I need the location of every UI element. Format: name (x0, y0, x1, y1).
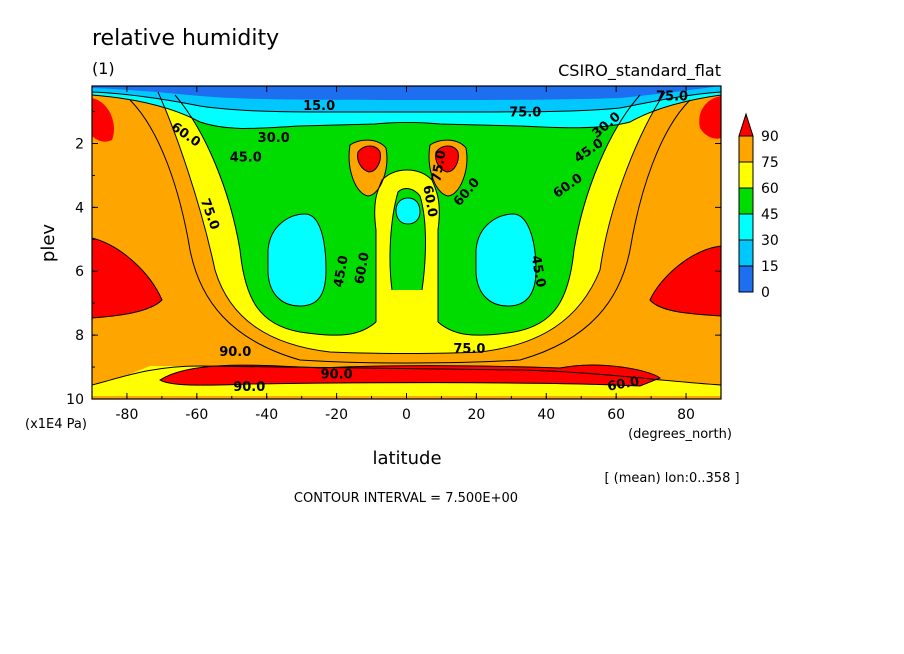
y-tick-label: 4 (75, 200, 84, 216)
colorbar-swatch (738, 135, 754, 163)
colorbar-label: 75 (761, 155, 779, 171)
x-axis-label: latitude (372, 448, 441, 469)
averaging-note: [ (mean) lon:0..358 ] (604, 471, 739, 486)
x-tick-label: -40 (255, 407, 278, 423)
y-tick-label: 2 (75, 136, 84, 152)
contour-label: 45.0 (230, 150, 262, 165)
colorbar-label: 60 (761, 181, 779, 197)
y-axis-label: plev (38, 224, 59, 263)
y-axis: 2 4 6 8 10 (66, 111, 721, 408)
contour-label: 75.0 (429, 149, 449, 183)
y-tick-label: 8 (75, 328, 84, 344)
colorbar-label: 15 (761, 259, 779, 275)
y-tick-label: 10 (66, 392, 84, 408)
chart-subtitle: (1) (92, 59, 115, 78)
heatmap-field (92, 86, 721, 399)
contour-label: 90.0 (321, 367, 353, 382)
x-tick-label: -60 (185, 407, 208, 423)
colorbar-swatch (738, 161, 754, 189)
colorbar-swatch (738, 213, 754, 241)
contour-label: 75.0 (656, 90, 688, 105)
contour-label: 60.0 (352, 251, 372, 285)
contour-interval-note: CONTOUR INTERVAL = 7.500E+00 (294, 491, 518, 506)
y-axis-units: (x1E4 Pa) (25, 417, 87, 432)
chart-title: relative humidity (92, 26, 279, 51)
contour-label: 90.0 (219, 345, 251, 360)
colorbar-overflow-triangle (738, 112, 754, 137)
contour-label: 15.0 (303, 99, 335, 114)
contour-label: 75.0 (509, 106, 541, 121)
colorbar-legend: 0 15 30 45 60 75 90 (738, 112, 779, 301)
x-tick-label: 40 (537, 407, 555, 423)
contour-label: 30.0 (258, 131, 290, 146)
contour-label: 60.0 (419, 184, 439, 218)
x-tick-label: -80 (116, 407, 139, 423)
x-tick-label: 0 (402, 407, 411, 423)
x-tick-label: 60 (607, 407, 625, 423)
colorbar-label: 30 (761, 233, 779, 249)
x-tick-label: -20 (325, 407, 348, 423)
contour-label: 75.0 (453, 342, 485, 357)
x-tick-label: 20 (467, 407, 485, 423)
contour-label: 45.0 (331, 254, 351, 288)
x-tick-label: 80 (677, 407, 695, 423)
colorbar-swatch (738, 265, 754, 293)
x-axis: -80 -60 -40 -20 0 20 40 60 80 (91, 86, 722, 423)
y-tick-label: 6 (75, 264, 84, 280)
contour-label: 90.0 (233, 380, 265, 395)
contour-label: 45.0 (528, 254, 548, 288)
x-axis-units: (degrees_north) (628, 427, 732, 442)
colorbar-label: 0 (761, 285, 770, 301)
source-label: CSIRO_standard_flat (558, 61, 721, 81)
contour-label: 60.0 (606, 374, 640, 394)
colorbar-swatch (738, 187, 754, 215)
colorbar-label: 90 (761, 129, 779, 145)
colorbar-label: 45 (761, 207, 779, 223)
colorbar-swatch (738, 239, 754, 267)
